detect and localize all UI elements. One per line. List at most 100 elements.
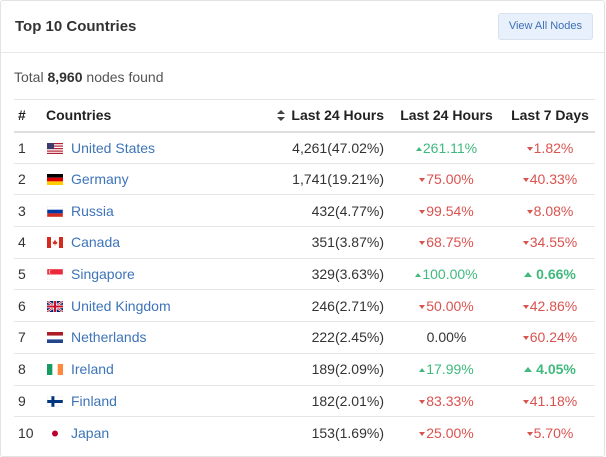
country-link[interactable]: Ireland [71,361,114,378]
country-link[interactable]: Russia [71,202,114,219]
table-row: 2 Germany 1,741(19.21%) 75.00% 40.33% [14,163,595,196]
triangle-down-icon [522,399,529,404]
node-count-cell: 351(3.87%) [240,226,388,259]
change-7d-value: 1.82% [533,139,574,156]
node-count-cell: 189(2.09%) [240,353,388,386]
change-24h-cell: 17.99% [388,353,505,386]
change-24h-value: 100.00% [422,266,478,283]
change-7d-cell: 8.08% [505,194,595,228]
ru-flag-icon [47,205,63,217]
node-count-cell: 153(1.69%) [311,424,384,441]
change-24h-value: 261.11% [422,139,478,156]
triangle-down-icon [526,209,533,214]
node-count-cell: 222(2.45%) [240,321,388,354]
country-cell: Finland [46,385,240,418]
country-link[interactable]: Canada [71,234,121,251]
triangle-down-icon [526,431,533,436]
country-cell: Canada [46,226,240,259]
triangle-up-icon [419,368,426,373]
change-7d-cell: 42.86% [505,289,595,323]
card-title: Top 10 Countries [15,18,137,35]
summary-suffix: nodes found [86,69,164,85]
header-change-7d: Last 7 Days [505,99,595,133]
country-link[interactable]: Finland [71,392,117,409]
triangle-down-icon [522,178,529,183]
header-change-24h: Last 24 Hours [388,99,505,133]
rank-cell: 5 [14,258,46,291]
triangle-down-icon [419,304,426,309]
change-7d-value: 60.24% [529,329,578,346]
node-count-cell: 4,261(47.02%) [240,131,388,164]
rank-cell: 6 [14,289,46,323]
country-link[interactable]: Germany [71,171,129,188]
change-7d-value: 5.70% [533,424,574,441]
change-24h-value: 0.00% [426,329,467,346]
triangle-up-icon [415,146,422,151]
view-all-nodes-button[interactable]: View All Nodes [497,13,593,40]
triangle-down-icon [522,241,529,246]
country-link[interactable]: Netherlands [71,329,147,346]
rank-cell: 10 [18,424,34,441]
change-24h-cell: 100.00% [388,258,505,291]
country-cell: Germany [46,163,240,196]
country-cell: Netherlands [46,321,240,354]
header-country: Countries [46,99,240,133]
change-24h-value: 83.33% [426,392,474,409]
country-link[interactable]: United States [71,139,156,156]
rank-cell: 9 [14,385,46,418]
node-count-cell: 182(2.01%) [240,385,388,418]
country-link[interactable]: Singapore [71,266,135,283]
change-24h-cell: 0.00% [388,321,505,354]
sort-icon[interactable] [277,110,286,122]
header-count-sortable[interactable]: Last 24 Hours [240,99,388,133]
node-count-cell: 1,741(19.21%) [240,163,388,196]
triangle-down-icon [522,336,529,341]
change-7d-value: 42.86% [529,297,578,314]
triangle-down-icon [419,241,426,246]
triangle-up-icon [524,367,533,373]
ie-flag-icon [47,364,63,376]
triangle-down-icon [419,431,426,436]
rank-cell: 7 [14,321,46,354]
table-row: 5 Singapore 329(3.63%) 100.00% 0.66% [14,258,595,291]
change-7d-value: 8.08% [533,202,574,219]
triangle-down-icon [419,399,426,404]
change-7d-cell: 0.66% [505,258,595,291]
country-link[interactable]: Japan [71,424,110,441]
country-cell: Ireland [46,353,240,386]
table-row: 8 Ireland 189(2.09%) 17.99% 4.05% [14,353,595,386]
change-7d-cell: 4.05% [505,353,595,386]
rank-cell: 3 [14,194,46,228]
change-7d-value: 34.55% [529,234,578,251]
table-row: 6 United Kingdom 246(2.71%) 50.00% 42.86% [14,289,595,323]
summary-count: 8,960 [47,69,83,85]
change-7d-cell: 5.70% [505,417,595,449]
node-count-cell: 432(4.77%) [240,194,388,228]
rank-cell: 1 [14,131,46,164]
fi-flag-icon [47,395,63,407]
change-24h-value: 68.75% [426,234,474,251]
rank-cell: 2 [14,163,46,196]
table-row: 1 United States 4,261(47.02%) 261.11% 1.82% [14,131,595,164]
jp-flag-icon [47,427,63,439]
header-rank: # [14,99,46,133]
change-7d-cell: 40.33% [505,163,595,196]
change-24h-cell: 75.00% [388,163,505,196]
country-cell: United States [46,131,240,164]
nl-flag-icon [47,332,63,344]
sg-flag-icon [47,269,63,281]
change-24h-value: 75.00% [426,171,474,188]
change-7d-value: 0.66% [536,266,576,283]
node-count-cell: 329(3.63%) [240,258,388,291]
change-24h-value: 50.00% [426,297,474,314]
table-header-row: # Countries Last 24 Hours Last 24 Hours … [14,99,595,133]
country-link[interactable]: United Kingdom [71,297,171,314]
table-row: 9 Finland 182(2.01%) 83.33% 41.18% [14,385,595,418]
card-header: Top 10 Countries View All Nodes [1,1,604,53]
change-24h-cell: 99.54% [388,194,505,228]
change-24h-value: 99.54% [426,202,474,219]
change-24h-cell: 25.00% [388,417,505,449]
change-7d-value: 41.18% [529,392,578,409]
country-cell: Singapore [46,258,240,291]
